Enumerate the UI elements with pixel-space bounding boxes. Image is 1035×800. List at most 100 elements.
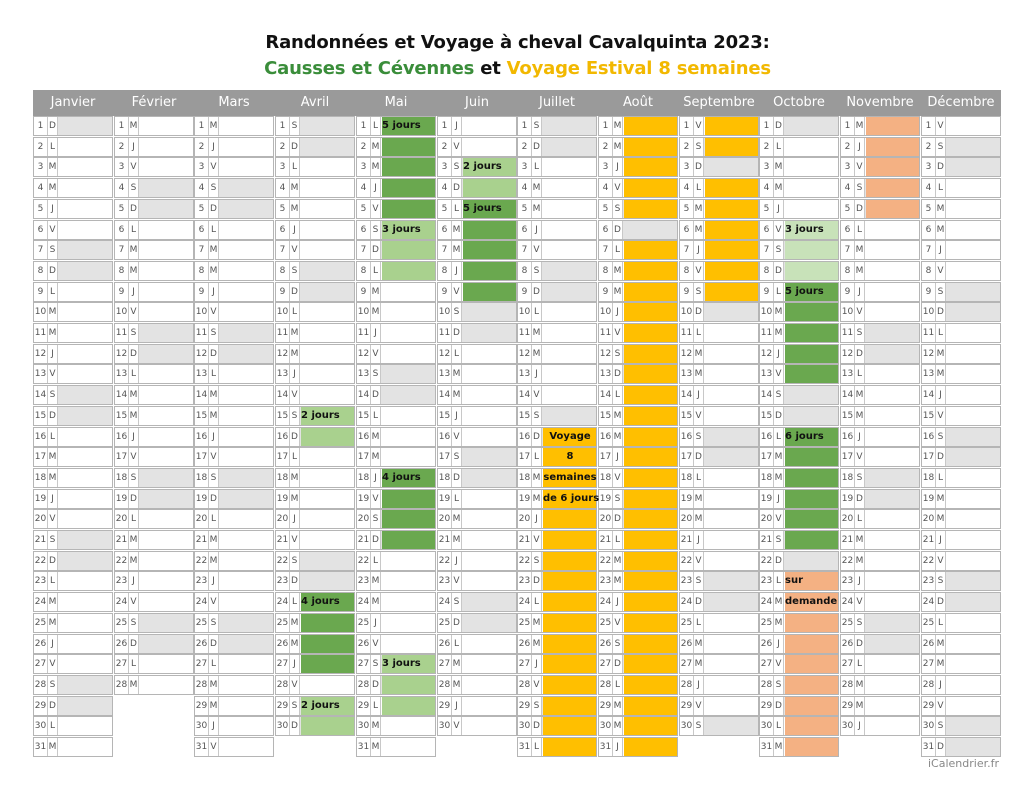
day-cell[interactable]: 28 S: [33, 675, 113, 695]
day-cell[interactable]: 24 M: [759, 592, 839, 612]
day-cell[interactable]: 19 D: [194, 489, 274, 509]
day-cell[interactable]: 21 M: [840, 530, 920, 550]
day-cell[interactable]: 16 S: [679, 427, 759, 447]
day-cell[interactable]: 11 S: [840, 323, 920, 343]
day-cell[interactable]: 16 J: [840, 427, 920, 447]
day-cell[interactable]: 18 L: [679, 468, 759, 488]
day-cell[interactable]: 11 D: [437, 323, 517, 343]
day-cell[interactable]: 10 M: [759, 302, 839, 322]
day-cell[interactable]: 13 J: [517, 364, 597, 384]
day-cell[interactable]: 31 M: [33, 737, 113, 757]
day-cell[interactable]: 17 J: [598, 447, 678, 467]
day-cell[interactable]: 25 M: [517, 613, 597, 633]
day-cell[interactable]: 31 M: [356, 737, 436, 757]
day-cell[interactable]: 13 M: [679, 364, 759, 384]
day-cell[interactable]: 24 D: [921, 592, 1001, 612]
day-cell[interactable]: 19 S: [598, 489, 678, 509]
day-cell[interactable]: 24 V: [194, 592, 274, 612]
day-cell[interactable]: 26 V: [356, 634, 436, 654]
day-cell[interactable]: 22 M: [840, 551, 920, 571]
day-cell[interactable]: 12 D: [840, 344, 920, 364]
day-cell[interactable]: 25 V: [598, 613, 678, 633]
day-cell[interactable]: 23 J: [840, 571, 920, 591]
day-cell[interactable]: 17 V: [114, 447, 194, 467]
day-cell[interactable]: 25 S: [840, 613, 920, 633]
day-cell[interactable]: 26 J: [759, 634, 839, 654]
day-cell[interactable]: 23 L: [33, 571, 113, 591]
day-cell[interactable]: 26 L: [437, 634, 517, 654]
day-cell[interactable]: 22 S: [517, 551, 597, 571]
day-cell[interactable]: 14 J: [679, 385, 759, 405]
day-cell[interactable]: 26 M: [921, 634, 1001, 654]
day-cell[interactable]: 12 D: [114, 344, 194, 364]
day-cell[interactable]: 28 S: [759, 675, 839, 695]
day-cell[interactable]: 19 L: [437, 489, 517, 509]
day-cell[interactable]: 22 S: [275, 551, 355, 571]
day-cell[interactable]: 21 M: [114, 530, 194, 550]
day-cell[interactable]: 17 V: [840, 447, 920, 467]
day-cell[interactable]: 11 M: [33, 323, 113, 343]
day-cell[interactable]: 29 M: [194, 696, 274, 716]
day-cell[interactable]: 12 S: [598, 344, 678, 364]
day-cell[interactable]: 11 V: [598, 323, 678, 343]
day-cell[interactable]: 27 D: [598, 654, 678, 674]
day-cell[interactable]: 25 J: [356, 613, 436, 633]
day-cell[interactable]: 19 M: [679, 489, 759, 509]
day-cell[interactable]: 13 M: [437, 364, 517, 384]
day-cell[interactable]: 22 M: [114, 551, 194, 571]
day-cell[interactable]: 18 J: [356, 468, 436, 488]
day-cell[interactable]: 13 L: [840, 364, 920, 384]
day-cell[interactable]: 16 J: [114, 427, 194, 447]
day-cell[interactable]: 12 M: [679, 344, 759, 364]
day-cell[interactable]: 17 M: [33, 447, 113, 467]
day-cell[interactable]: 18 M: [33, 468, 113, 488]
day-cell[interactable]: 29 M: [598, 696, 678, 716]
day-cell[interactable]: 24 L: [275, 592, 355, 612]
day-cell[interactable]: 21 J: [679, 530, 759, 550]
day-cell[interactable]: 16 D: [517, 427, 597, 447]
day-cell[interactable]: 31 V: [194, 737, 274, 757]
day-cell[interactable]: 12 J: [33, 344, 113, 364]
day-cell[interactable]: 30 L: [33, 716, 113, 736]
day-cell[interactable]: 21 L: [598, 530, 678, 550]
day-cell[interactable]: 10 M: [356, 302, 436, 322]
day-cell[interactable]: 14 V: [275, 385, 355, 405]
day-cell[interactable]: 24 D: [679, 592, 759, 612]
day-cell[interactable]: 12 D: [194, 344, 274, 364]
day-cell[interactable]: 20 M: [921, 509, 1001, 529]
day-cell[interactable]: 27 M: [679, 654, 759, 674]
day-cell[interactable]: 24 M: [356, 592, 436, 612]
day-cell[interactable]: 21 S: [759, 530, 839, 550]
